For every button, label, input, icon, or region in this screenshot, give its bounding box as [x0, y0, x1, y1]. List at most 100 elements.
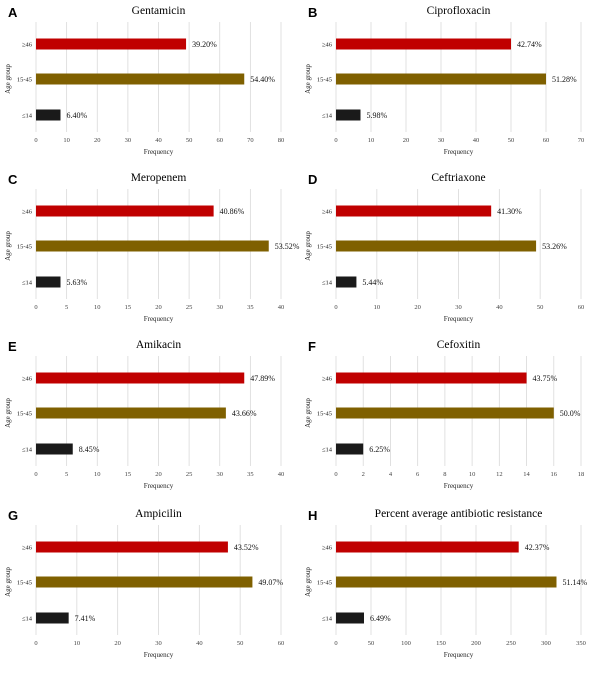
category-label: ≥46	[22, 42, 33, 49]
data-label: 43.52%	[234, 543, 259, 552]
panel-letter: D	[308, 172, 317, 187]
data-label: 50.0%	[560, 409, 581, 418]
x-tick-label: 0	[334, 304, 337, 311]
category-label: ≤14	[22, 113, 33, 120]
bar-age-46-plus	[36, 541, 228, 553]
x-tick-label: 0	[34, 137, 37, 144]
category-label: 15-45	[17, 77, 32, 84]
chart-title: Ceftriaxone	[431, 172, 485, 184]
x-tick-label: 250	[506, 640, 516, 647]
x-tick-label: 40	[196, 640, 203, 647]
x-tick-label: 10	[469, 471, 476, 478]
data-label: 40.86%	[220, 207, 245, 216]
x-tick-label: 4	[389, 471, 393, 478]
chart-title: Ampicilin	[135, 508, 182, 520]
bar-age-46-plus	[336, 541, 519, 553]
x-tick-label: 20	[155, 304, 162, 311]
y-axis-label: Age group	[304, 567, 312, 597]
x-tick-label: 60	[217, 137, 224, 144]
x-tick-label: 300	[541, 640, 551, 647]
x-axis-label: Frequency	[444, 651, 474, 659]
x-tick-label: 0	[334, 471, 337, 478]
y-axis-label: Age group	[304, 64, 312, 94]
chart-title: Meropenem	[131, 172, 187, 184]
category-label: 15-45	[17, 411, 32, 418]
data-label: 6.49%	[370, 614, 391, 623]
data-label: 43.66%	[232, 409, 257, 418]
x-tick-label: 60	[578, 304, 585, 311]
x-axis-label: Frequency	[444, 315, 474, 323]
x-tick-label: 6	[416, 471, 420, 478]
bar-age-46-plus	[336, 205, 492, 217]
chart-title: Amikacin	[136, 339, 182, 351]
chart-title: Cefoxitin	[437, 339, 481, 351]
category-label: ≥46	[322, 545, 333, 552]
x-tick-label: 50	[537, 304, 544, 311]
x-tick-label: 0	[34, 471, 37, 478]
bar-age-46-plus	[336, 38, 511, 50]
bar-age-14-minus	[36, 612, 69, 624]
category-label: ≥46	[22, 545, 33, 552]
bar-age-14-minus	[36, 109, 61, 121]
data-label: 6.25%	[369, 445, 390, 454]
category-label: ≤14	[322, 280, 333, 287]
bar-age-15-45	[336, 240, 537, 252]
x-tick-label: 30	[155, 640, 162, 647]
x-tick-label: 350	[576, 640, 586, 647]
category-label: 15-45	[317, 411, 332, 418]
y-axis-label: Age group	[304, 231, 312, 261]
x-tick-label: 0	[334, 137, 337, 144]
x-tick-label: 40	[473, 137, 480, 144]
data-label: 6.40%	[67, 111, 88, 120]
data-label: 53.52%	[275, 242, 300, 251]
y-axis-label: Age group	[4, 231, 12, 261]
bar-age-46-plus	[36, 38, 187, 50]
data-label: 53.26%	[542, 242, 567, 251]
x-tick-label: 50	[508, 137, 515, 144]
x-tick-label: 30	[125, 137, 132, 144]
x-tick-label: 15	[125, 471, 132, 478]
category-label: ≤14	[322, 616, 333, 623]
category-label: 15-45	[317, 244, 332, 251]
category-label: ≤14	[22, 280, 33, 287]
bar-age-14-minus	[336, 109, 361, 121]
panel-letter: F	[308, 339, 316, 354]
x-tick-label: 80	[278, 137, 285, 144]
chart-panel-e: E Amikacin 0 5 10 15 20 25 30 35 40 ≥46 47.89% 15-45 4…	[4, 339, 284, 490]
bar-age-15-45	[336, 407, 554, 419]
x-tick-label: 35	[247, 471, 254, 478]
y-axis-label: Age group	[4, 64, 12, 94]
x-tick-label: 30	[217, 304, 224, 311]
x-axis-label: Frequency	[144, 148, 174, 156]
chart-panel-a: A Gentamicin 0 10 20 30 40 50 60 70 80 ≥46 39.20% 15-…	[4, 5, 284, 156]
x-tick-label: 70	[247, 137, 254, 144]
data-label: 54.40%	[250, 75, 275, 84]
x-tick-label: 15	[125, 304, 132, 311]
chart-panel-g: G Ampicilin 0 10 20 30 40 50 60 ≥46 43.52% 15-45 49.…	[4, 508, 284, 659]
panel-letter: H	[308, 508, 317, 523]
category-label: ≥46	[322, 42, 333, 49]
panel-letter: B	[308, 5, 317, 20]
panel-letter: C	[8, 172, 18, 187]
chart-panel-d: D Ceftriaxone 0 10 20 30 40 50 60 ≥46 41.30% 15-45 5…	[304, 172, 584, 323]
bar-age-15-45	[36, 407, 226, 419]
bar-age-14-minus	[336, 276, 357, 288]
x-tick-label: 30	[455, 304, 462, 311]
bar-age-15-45	[36, 576, 253, 588]
x-tick-label: 16	[551, 471, 558, 478]
x-axis-label: Frequency	[444, 148, 474, 156]
category-label: ≤14	[322, 113, 333, 120]
data-label: 7.41%	[75, 614, 96, 623]
x-tick-label: 30	[438, 137, 445, 144]
x-tick-label: 2	[362, 471, 365, 478]
x-tick-label: 12	[496, 471, 503, 478]
x-tick-label: 20	[155, 471, 162, 478]
data-label: 5.44%	[362, 278, 383, 287]
x-tick-label: 200	[471, 640, 481, 647]
bar-age-14-minus	[36, 443, 73, 455]
bar-age-46-plus	[336, 372, 527, 384]
y-axis-label: Age group	[304, 398, 312, 428]
chart-panel-c: C Meropenem 0 5 10 15 20 25 30 35 40 ≥46 40.86% 15-45…	[4, 172, 300, 323]
x-tick-label: 50	[237, 640, 244, 647]
bar-age-15-45	[336, 576, 557, 588]
